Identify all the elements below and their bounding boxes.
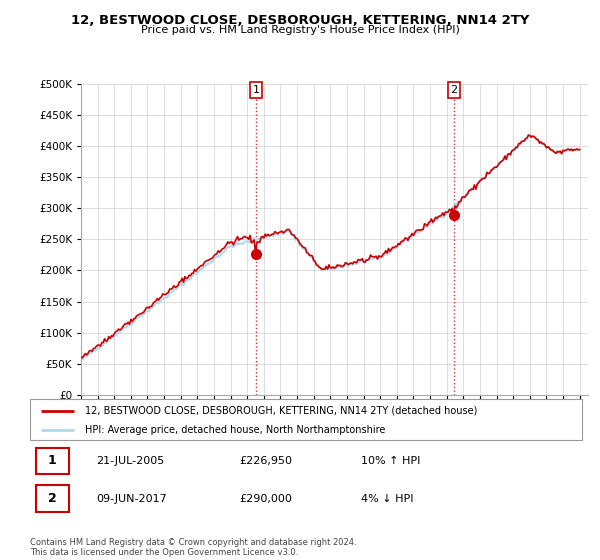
- Text: £290,000: £290,000: [240, 494, 293, 504]
- Text: Contains HM Land Registry data © Crown copyright and database right 2024.
This d: Contains HM Land Registry data © Crown c…: [30, 538, 356, 557]
- Bar: [35, 486, 68, 512]
- Text: 10% ↑ HPI: 10% ↑ HPI: [361, 456, 421, 466]
- Bar: [35, 447, 68, 474]
- Text: 1: 1: [48, 454, 56, 468]
- Text: Price paid vs. HM Land Registry's House Price Index (HPI): Price paid vs. HM Land Registry's House …: [140, 25, 460, 35]
- Text: 21-JUL-2005: 21-JUL-2005: [96, 456, 164, 466]
- Text: HPI: Average price, detached house, North Northamptonshire: HPI: Average price, detached house, Nort…: [85, 424, 386, 435]
- Text: £226,950: £226,950: [240, 456, 293, 466]
- Text: 4% ↓ HPI: 4% ↓ HPI: [361, 494, 414, 504]
- Text: 2: 2: [451, 85, 458, 95]
- Text: 12, BESTWOOD CLOSE, DESBOROUGH, KETTERING, NN14 2TY (detached house): 12, BESTWOOD CLOSE, DESBOROUGH, KETTERIN…: [85, 405, 478, 416]
- Text: 1: 1: [253, 85, 260, 95]
- Text: 09-JUN-2017: 09-JUN-2017: [96, 494, 167, 504]
- Text: 12, BESTWOOD CLOSE, DESBOROUGH, KETTERING, NN14 2TY: 12, BESTWOOD CLOSE, DESBOROUGH, KETTERIN…: [71, 14, 529, 27]
- Text: 2: 2: [48, 492, 56, 505]
